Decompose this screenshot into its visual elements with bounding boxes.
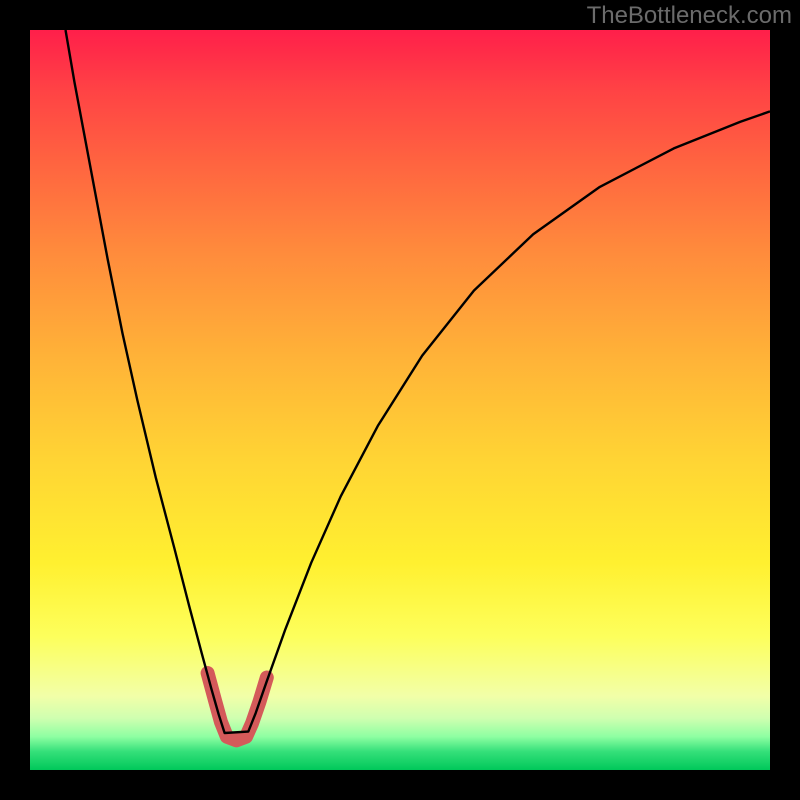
- chart-svg: [30, 30, 770, 770]
- bottleneck-curve: [66, 30, 770, 733]
- watermark-text: TheBottleneck.com: [587, 2, 792, 30]
- chart-plot-area: [30, 30, 770, 770]
